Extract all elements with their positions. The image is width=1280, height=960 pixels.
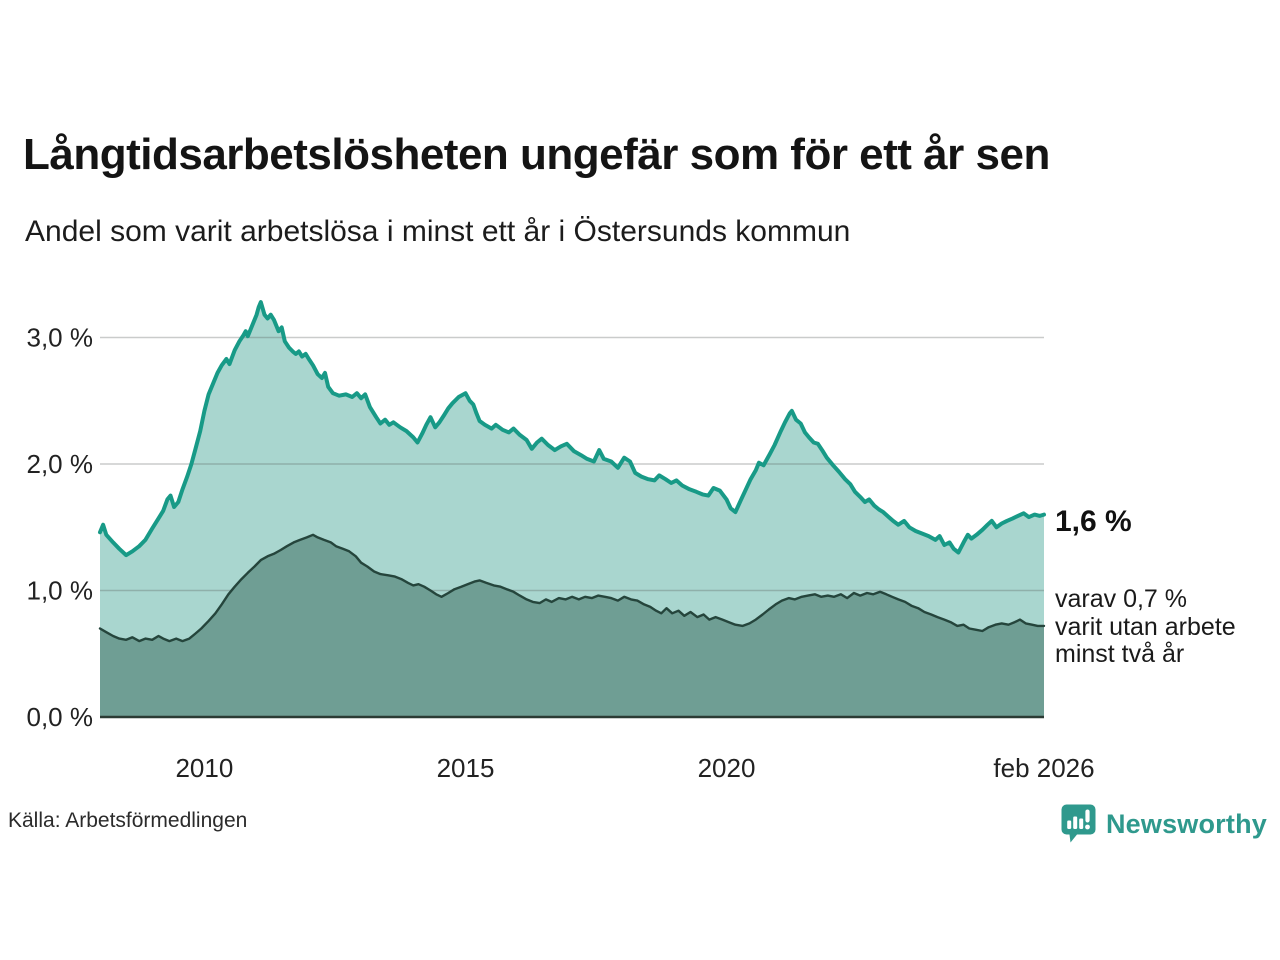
series-one-year-line	[98, 300, 1046, 558]
chart-title: Långtidsarbetslösheten ungefär som för e…	[23, 130, 1050, 179]
newsworthy-wordmark: Newsworthy	[1105, 808, 1267, 839]
x-tick-label: 2020	[698, 753, 756, 783]
series-two-year-line	[98, 533, 1046, 643]
y-tick-label: 0,0 %	[27, 702, 94, 732]
secondary-annotation-line-3: minst två år	[1055, 640, 1185, 668]
y-tick-label: 1,0 %	[27, 576, 94, 606]
x-axis-labels-group: 2010 2015 2020 feb 2026	[175, 753, 1094, 783]
series-two-year-area-group	[100, 534, 1044, 717]
y-tick-label: 2,0 %	[27, 449, 94, 479]
secondary-value-annotation: varav 0,7 % varit utan arbete minst två …	[1055, 585, 1236, 669]
y-axis-labels-group: 0,0 % 1,0 % 2,0 % 3,0 %	[27, 323, 94, 733]
chart-subtitle: Andel som varit arbetslösa i minst ett å…	[25, 215, 851, 248]
x-tick-label: 2015	[437, 753, 495, 783]
source-credit: Källa: Arbetsförmedlingen	[8, 809, 248, 832]
secondary-annotation-line-1: varav 0,7 %	[1055, 585, 1188, 613]
latest-value-annotation: 1,6 %	[1055, 505, 1132, 538]
x-tick-label: 2010	[175, 753, 233, 783]
newsworthy-logo-icon	[1060, 803, 1097, 845]
x-tick-label: feb 2026	[993, 753, 1094, 783]
series-two-year-area	[100, 534, 1044, 717]
series-lines-group	[98, 300, 1046, 643]
newsworthy-brand: Newsworthy	[1060, 803, 1267, 845]
secondary-annotation-line-2: varit utan arbete	[1055, 612, 1236, 641]
y-tick-label: 3,0 %	[27, 323, 94, 353]
